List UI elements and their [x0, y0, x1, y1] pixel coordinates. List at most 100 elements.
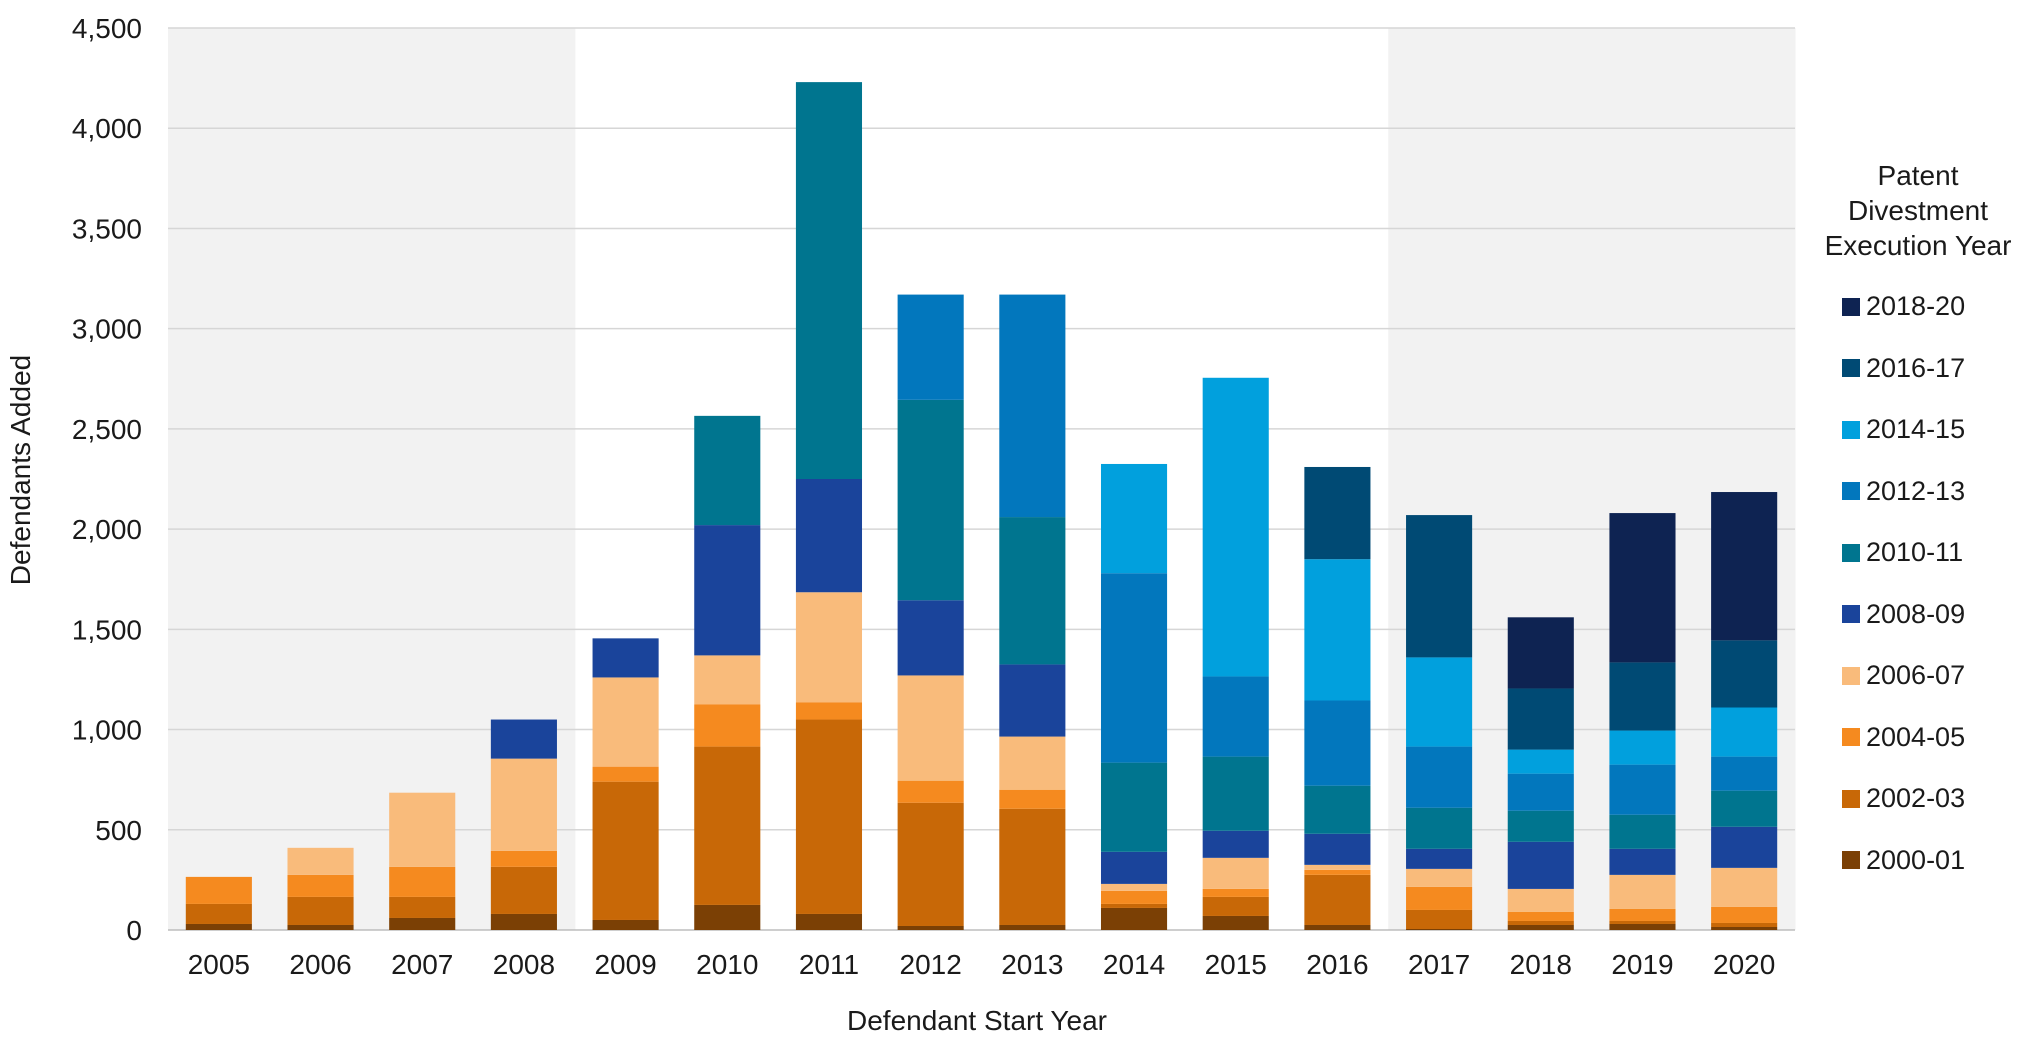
bar-segment-2015-2000-01	[1203, 916, 1269, 930]
x-tick-labels: 2005200620072008200920102011201220132014…	[188, 949, 1776, 980]
x-tick-label-2017: 2017	[1408, 949, 1470, 980]
legend-label: 2014-15	[1866, 414, 1965, 445]
bar-segment-2018-2012-13	[1508, 774, 1574, 811]
bar-segment-2005-2004-05	[186, 877, 252, 904]
bar-segment-2018-2018-20	[1508, 617, 1574, 688]
x-tick-label-2011: 2011	[799, 949, 859, 980]
bar-segment-2012-2012-13	[898, 295, 964, 400]
bar-segment-2020-2014-15	[1711, 708, 1777, 757]
bar-segment-2017-2002-03	[1406, 910, 1472, 929]
bar-segment-2020-2016-17	[1711, 640, 1777, 707]
bar-segment-2007-2000-01	[389, 918, 455, 930]
x-tick-label-2007: 2007	[391, 949, 453, 980]
shade-band-2005	[168, 28, 270, 930]
legend-swatch	[1842, 851, 1860, 869]
legend-swatch	[1842, 482, 1860, 500]
bar-segment-2012-2002-03	[898, 803, 964, 926]
bar-segment-2005-2000-01	[186, 924, 252, 930]
x-tick-label-2019: 2019	[1611, 949, 1673, 980]
bar-segment-2007-2006-07	[389, 793, 455, 867]
bar-segment-2008-2008-09	[491, 720, 557, 759]
bar-segment-2017-2008-09	[1406, 849, 1472, 869]
legend-item-2016-17: 2016-17	[1812, 351, 2024, 386]
bar-segment-2010-2002-03	[694, 747, 760, 905]
legend-swatch	[1842, 728, 1860, 746]
bar-segment-2006-2004-05	[287, 875, 353, 897]
bar-segment-2014-2014-15	[1101, 464, 1167, 573]
bar-segment-2016-2002-03	[1304, 875, 1370, 925]
bar-segment-2018-2004-05	[1508, 912, 1574, 921]
y-tick-label: 500	[95, 815, 142, 846]
bar-segment-2019-2016-17	[1609, 662, 1675, 730]
bar-segment-2018-2000-01	[1508, 925, 1574, 930]
bar-segment-2016-2004-05	[1304, 870, 1370, 875]
legend-label: 2006-07	[1866, 660, 1965, 691]
bar-segment-2017-2000-01	[1406, 929, 1472, 930]
bar-segment-2014-2000-01	[1101, 908, 1167, 930]
x-tick-label-2020: 2020	[1713, 949, 1775, 980]
legend-label: 2002-03	[1866, 783, 1965, 814]
legend: Patent Divestment Execution Year 2018-20…	[1812, 158, 2024, 904]
bar-segment-2016-2016-17	[1304, 467, 1370, 559]
bar-segment-2009-2008-09	[593, 638, 659, 677]
y-tick-label: 2,500	[72, 414, 142, 445]
x-tick-label-2010: 2010	[696, 949, 758, 980]
bar-segment-2020-2002-03	[1711, 923, 1777, 927]
y-tick-label: 0	[126, 915, 142, 946]
bar-segment-2018-2016-17	[1508, 688, 1574, 749]
legend-label: 2010-11	[1866, 537, 1963, 568]
bar-segment-2014-2012-13	[1101, 573, 1167, 762]
x-tick-label-2013: 2013	[1001, 949, 1063, 980]
x-tick-label-2015: 2015	[1205, 949, 1267, 980]
stacked-bar-chart: 05001,0001,5002,0002,5003,0003,5004,0004…	[0, 0, 1800, 1045]
bar-segment-2013-2006-07	[999, 737, 1065, 790]
y-tick-label: 4,000	[72, 113, 142, 144]
bar-segment-2007-2004-05	[389, 867, 455, 897]
legend-label: 2004-05	[1866, 722, 1965, 753]
bar-segment-2018-2014-15	[1508, 750, 1574, 774]
y-tick-label: 4,500	[72, 13, 142, 44]
bar-segment-2011-2000-01	[796, 914, 862, 930]
bar-segment-2007-2002-03	[389, 897, 455, 918]
bar-segment-2019-2014-15	[1609, 731, 1675, 765]
x-tick-label-2018: 2018	[1510, 949, 1572, 980]
bar-segment-2012-2000-01	[898, 926, 964, 930]
legend-item-2000-01: 2000-01	[1812, 843, 2024, 878]
bar-segment-2016-2014-15	[1304, 559, 1370, 700]
x-axis-title: Defendant Start Year	[847, 1005, 1107, 1036]
bar-segment-2010-2004-05	[694, 705, 760, 747]
bar-segment-2017-2012-13	[1406, 747, 1472, 808]
x-tick-label-2005: 2005	[188, 949, 250, 980]
bar-segment-2012-2006-07	[898, 675, 964, 780]
bar-segment-2020-2006-07	[1711, 868, 1777, 907]
y-tick-label: 1,500	[72, 614, 142, 645]
bar-segment-2015-2014-15	[1203, 378, 1269, 677]
bar-segment-2014-2006-07	[1101, 884, 1167, 891]
y-tick-label: 3,500	[72, 213, 142, 244]
legend-item-2010-11: 2010-11	[1812, 535, 2024, 570]
bar-segment-2013-2010-11	[999, 517, 1065, 664]
legend-item-2018-20: 2018-20	[1812, 289, 2024, 324]
bar-segment-2014-2010-11	[1101, 763, 1167, 852]
legend-item-2008-09: 2008-09	[1812, 597, 2024, 632]
bar-segment-2013-2000-01	[999, 925, 1065, 930]
y-axis-title: Defendants Added	[5, 355, 36, 585]
y-tick-labels: 05001,0001,5002,0002,5003,0003,5004,0004…	[72, 13, 142, 946]
bar-segment-2009-2002-03	[593, 782, 659, 920]
x-tick-label-2006: 2006	[289, 949, 351, 980]
x-tick-label-2008: 2008	[493, 949, 555, 980]
bar-segment-2016-2000-01	[1304, 925, 1370, 930]
bar-segment-2017-2010-11	[1406, 808, 1472, 849]
bar-segment-2011-2004-05	[796, 702, 862, 719]
bar-segment-2012-2008-09	[898, 600, 964, 675]
bar-segment-2018-2006-07	[1508, 889, 1574, 912]
bar-segment-2018-2002-03	[1508, 921, 1574, 925]
legend-label: 2016-17	[1866, 353, 1965, 384]
bar-segment-2011-2002-03	[796, 720, 862, 914]
bar-segment-2011-2010-11	[796, 82, 862, 479]
bar-segment-2012-2010-11	[898, 400, 964, 600]
bar-segment-2018-2010-11	[1508, 811, 1574, 842]
bar-segment-2016-2012-13	[1304, 700, 1370, 785]
bar-segment-2015-2010-11	[1203, 757, 1269, 831]
bar-segment-2008-2004-05	[491, 851, 557, 867]
